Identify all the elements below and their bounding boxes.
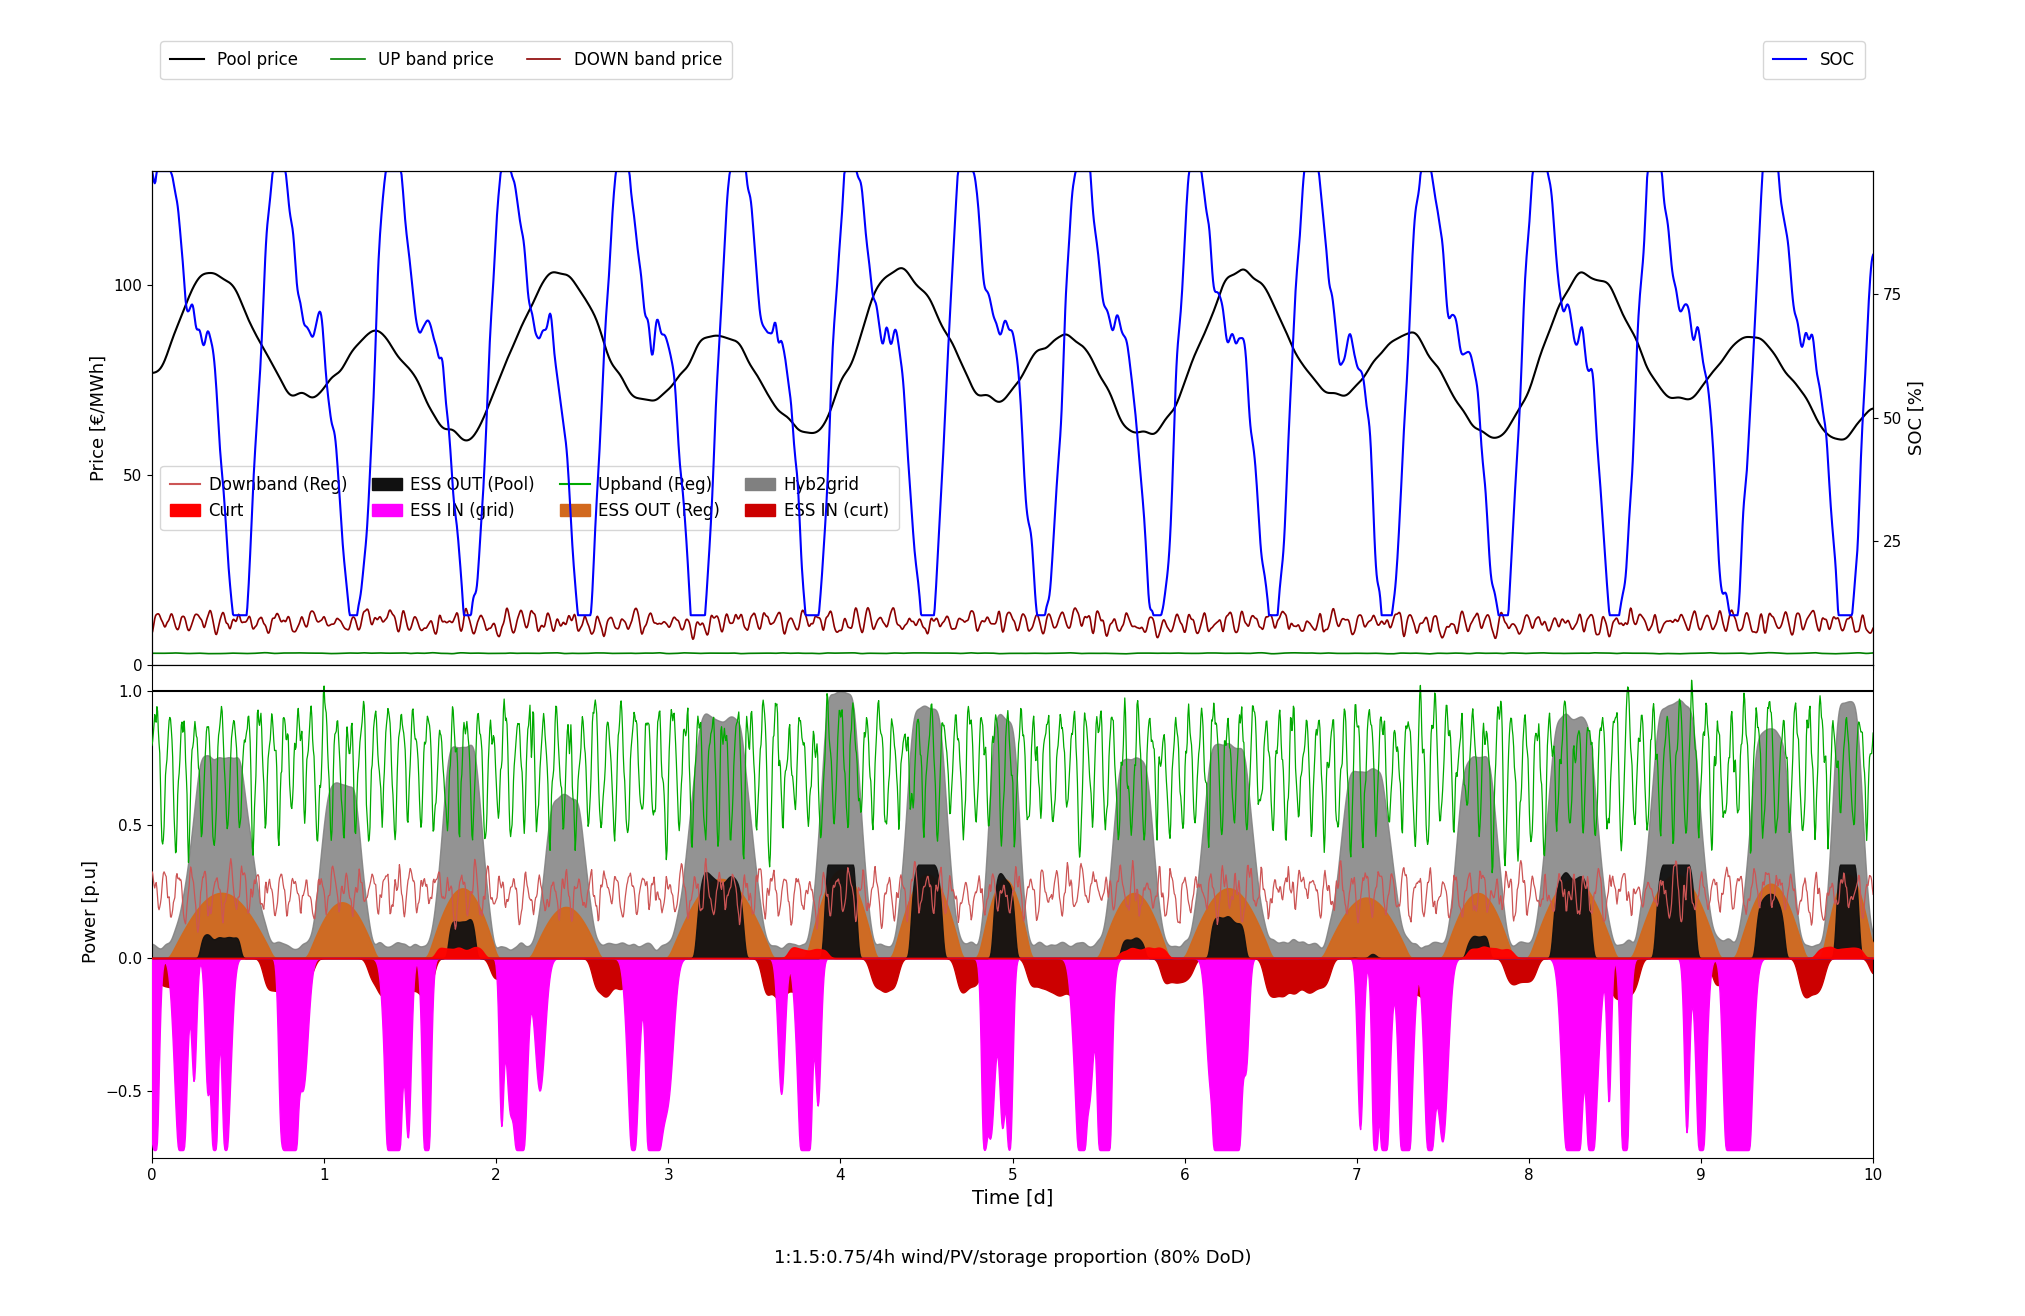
Downband (Reg) xyxy=(330,878,354,894)
SOC xyxy=(377,163,401,179)
SOC xyxy=(221,608,245,624)
Downband (Reg) xyxy=(273,900,298,916)
Pool price xyxy=(328,362,352,378)
Downband (Reg) xyxy=(379,905,403,921)
Upband (Reg) xyxy=(328,772,352,788)
SOC xyxy=(1598,608,1622,624)
Upband (Reg) xyxy=(377,704,401,720)
UP band price xyxy=(1758,645,1782,661)
Downband (Reg) xyxy=(186,924,211,940)
UP band price xyxy=(1598,645,1622,661)
Pool price xyxy=(140,365,164,380)
Pool price xyxy=(1861,400,1885,416)
Y-axis label: Price [€/MWh]: Price [€/MWh] xyxy=(89,355,107,480)
Pool price xyxy=(889,261,913,276)
Line: DOWN band price: DOWN band price xyxy=(152,608,1873,640)
UP band price xyxy=(140,645,164,661)
Line: Downband (Reg): Downband (Reg) xyxy=(152,858,1873,932)
Upband (Reg) xyxy=(1861,725,1885,741)
UP band price xyxy=(377,645,401,661)
DOWN band price xyxy=(140,625,164,641)
Pool price xyxy=(923,301,948,317)
Y-axis label: SOC [%]: SOC [%] xyxy=(1908,380,1926,455)
Downband (Reg) xyxy=(1861,887,1885,903)
Downband (Reg) xyxy=(1600,878,1624,894)
Y-axis label: Power [p.u]: Power [p.u] xyxy=(81,859,99,963)
Downband (Reg) xyxy=(188,896,213,912)
Upband (Reg) xyxy=(273,712,298,728)
Upband (Reg) xyxy=(921,729,946,745)
Upband (Reg) xyxy=(1679,672,1703,688)
Upband (Reg) xyxy=(186,762,211,778)
DOWN band price xyxy=(377,604,401,620)
Pool price xyxy=(1600,280,1624,296)
Text: 1:1.5:0.75/4h wind/PV/storage proportion (80% DoD): 1:1.5:0.75/4h wind/PV/storage proportion… xyxy=(774,1249,1251,1267)
Downband (Reg) xyxy=(140,863,164,879)
Upband (Reg) xyxy=(140,737,164,753)
Pool price xyxy=(273,379,298,395)
Upband (Reg) xyxy=(1480,865,1505,880)
DOWN band price xyxy=(680,632,705,647)
Downband (Reg) xyxy=(219,850,243,866)
Legend: Downband (Reg), Curt, ESS OUT (Pool), ESS IN (grid), Upband (Reg), ESS OUT (Reg): Downband (Reg), Curt, ESS OUT (Pool), ES… xyxy=(160,466,899,530)
SOC xyxy=(273,163,298,179)
Line: SOC: SOC xyxy=(152,171,1873,616)
UP band price xyxy=(328,645,352,661)
X-axis label: Time [d]: Time [d] xyxy=(972,1188,1053,1207)
Line: Upband (Reg): Upband (Reg) xyxy=(152,680,1873,873)
SOC xyxy=(140,163,164,179)
SOC xyxy=(330,515,354,530)
SOC xyxy=(186,322,211,338)
Pool price xyxy=(454,433,478,449)
UP band price xyxy=(1418,646,1442,662)
SOC xyxy=(921,608,946,624)
DOWN band price xyxy=(857,600,881,616)
Legend: SOC: SOC xyxy=(1764,41,1865,79)
UP band price xyxy=(273,645,298,661)
DOWN band price xyxy=(1861,620,1885,636)
Downband (Reg) xyxy=(923,898,948,913)
DOWN band price xyxy=(186,609,211,625)
Upband (Reg) xyxy=(1598,774,1622,790)
DOWN band price xyxy=(1600,622,1624,638)
UP band price xyxy=(921,645,946,661)
SOC xyxy=(1861,247,1885,263)
UP band price xyxy=(1861,645,1885,661)
UP band price xyxy=(186,645,211,661)
DOWN band price xyxy=(923,612,948,628)
Line: Pool price: Pool price xyxy=(152,268,1873,441)
Pool price xyxy=(377,334,401,350)
DOWN band price xyxy=(273,613,298,629)
DOWN band price xyxy=(328,613,352,629)
Pool price xyxy=(186,270,211,286)
